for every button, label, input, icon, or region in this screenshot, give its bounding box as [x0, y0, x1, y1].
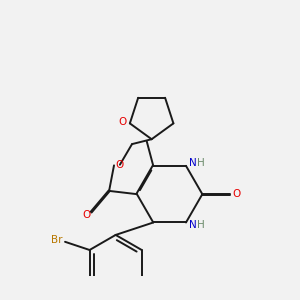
- Text: N: N: [189, 158, 197, 168]
- Text: N: N: [189, 220, 197, 230]
- Text: Br: Br: [51, 235, 63, 245]
- Text: O: O: [232, 189, 240, 199]
- Text: O: O: [118, 117, 127, 127]
- Text: O: O: [116, 160, 124, 170]
- Text: O: O: [82, 210, 90, 220]
- Text: H: H: [197, 158, 205, 168]
- Text: H: H: [197, 220, 205, 230]
